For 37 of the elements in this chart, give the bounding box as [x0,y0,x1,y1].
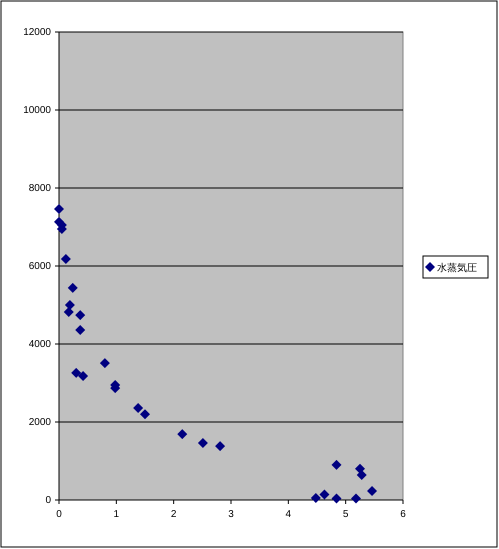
point [64,300,75,310]
y-tick-label: 8000 [28,183,52,194]
y-tick-label: 12000 [23,27,52,38]
y-tick-label: 2000 [28,417,52,428]
y-tick-label: 0 [45,495,52,506]
point [100,358,110,368]
x-tick-label: 1 [114,509,120,520]
point [140,409,150,420]
x-tick-label: 4 [286,509,292,520]
point [71,368,82,378]
point [331,493,342,504]
point [60,254,71,264]
point [198,438,208,448]
point [75,310,86,320]
point [319,490,330,500]
point [310,493,321,504]
x-tick-label: 3 [228,509,234,520]
point [367,486,378,496]
point [64,307,74,318]
legend-label: 水蒸気圧 [437,262,477,274]
point [133,402,144,413]
point [356,470,367,480]
y-tick-label: 6000 [28,261,52,272]
point [331,460,342,470]
x-tick-label: 6 [400,509,406,520]
point [78,370,88,381]
y-tick-label: 4000 [28,339,52,350]
point [350,493,361,504]
point [75,324,86,335]
x-tick-label: 0 [56,509,62,520]
point [215,441,226,452]
point [54,204,64,214]
x-tick-label: 5 [342,509,349,520]
point [68,282,78,293]
point [177,429,188,440]
y-tick-label: 10000 [23,105,52,116]
x-tick-label: 2 [170,509,177,520]
